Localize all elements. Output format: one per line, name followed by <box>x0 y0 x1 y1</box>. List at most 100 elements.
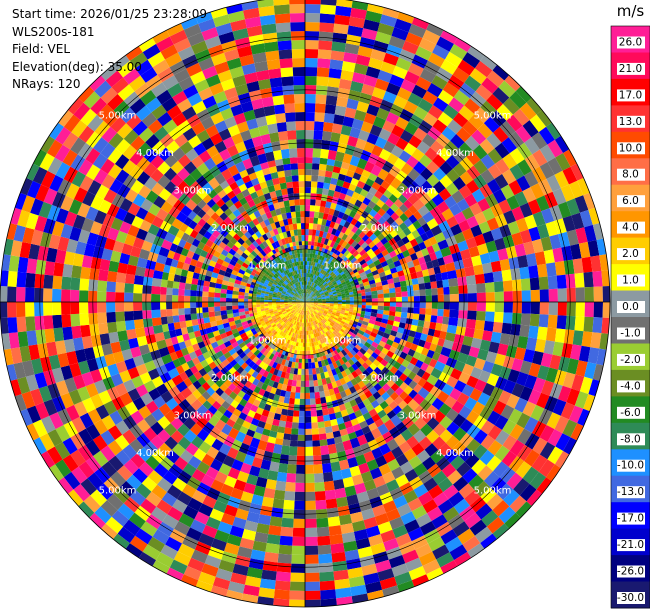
gate-cell-1873 <box>516 412 531 429</box>
gate-cell-2847 <box>297 434 305 441</box>
gate-cell-2422 <box>354 409 363 418</box>
gate-cell-2291 <box>413 463 428 477</box>
gate-cell-1119 <box>516 217 529 233</box>
gate-cell-1750 <box>346 318 351 322</box>
gate-cell-2053 <box>432 410 446 424</box>
gate-cell-1031 <box>554 170 569 189</box>
gate-cell-2859 <box>292 536 305 546</box>
gate-cell-2878 <box>299 346 303 351</box>
gate-cell-841 <box>508 131 525 148</box>
gate-cell-3058 <box>299 314 302 319</box>
gate-cell-2312 <box>323 333 328 338</box>
gate-cell-293 <box>318 255 323 260</box>
gate-cell-1374 <box>349 299 354 302</box>
gate-cell-1981 <box>327 319 332 323</box>
gate-cell-2008 <box>452 413 466 428</box>
gate-cell-1962 <box>466 410 480 425</box>
gate-cell-775 <box>386 225 395 234</box>
gate-cell-2038 <box>359 347 367 355</box>
gate-cell-1930 <box>315 309 320 312</box>
gate-cell-2079 <box>336 332 342 337</box>
gate-cell-1511 <box>333 305 338 308</box>
gate-cell-1656 <box>347 313 353 318</box>
gate-cell-2902 <box>283 499 295 510</box>
gate-cell-1090 <box>339 287 344 291</box>
gate-cell-1922 <box>524 433 540 450</box>
gate-cell-1537 <box>483 320 494 332</box>
gate-cell-869 <box>393 234 402 243</box>
gate-cell-1100 <box>384 269 392 276</box>
gate-cell-977 <box>492 189 507 204</box>
gate-cell-1860 <box>420 362 429 372</box>
gate-cell-883 <box>480 169 495 184</box>
gate-cell-2857 <box>293 518 305 528</box>
gate-cell-2680 <box>305 306 307 311</box>
gate-cell-1093 <box>350 283 356 287</box>
gate-cell-808 <box>333 276 339 281</box>
gate-cell-1401 <box>530 289 540 302</box>
gate-cell-965 <box>409 238 419 248</box>
gate-cell-986 <box>563 149 577 167</box>
gate-cell-2829 <box>302 338 305 343</box>
gate-cell-1676 <box>460 344 472 356</box>
gate-cell-935 <box>524 154 540 171</box>
gate-cell-2464 <box>337 385 345 393</box>
gate-cell-1737 <box>574 391 589 409</box>
gate-cell-469 <box>440 30 458 44</box>
gate-cell-2906 <box>279 535 293 546</box>
gate-cell-2013 <box>487 440 503 456</box>
gate-cell-2195 <box>418 436 433 450</box>
gate-cell-270 <box>356 101 370 113</box>
gate-cell-3078 <box>269 405 277 414</box>
gate-cell-1356 <box>547 275 558 290</box>
gate-cell-2454 <box>319 339 324 344</box>
gate-cell-4314 <box>79 278 90 291</box>
gate-cell-630 <box>358 231 366 239</box>
gate-cell-285 <box>309 285 312 290</box>
gate-cell-1425 <box>365 302 372 306</box>
gate-cell-861 <box>354 262 362 269</box>
gate-cell-2218 <box>326 330 331 336</box>
gate-cell-1276 <box>333 296 338 299</box>
gate-cell-2573 <box>356 491 370 503</box>
gate-cell-416 <box>404 70 420 85</box>
gate-cell-1348 <box>476 283 486 293</box>
gate-cell-2072 <box>317 313 321 317</box>
gate-cell-2000 <box>403 376 413 386</box>
gate-cell-2415 <box>337 372 344 380</box>
gate-cell-1151 <box>408 266 417 274</box>
gate-cell-1755 <box>366 326 374 332</box>
gate-cell-1749 <box>342 316 347 321</box>
gate-cell-2234 <box>376 396 385 405</box>
gate-cell-1549 <box>590 332 602 349</box>
gate-cell-4289 <box>252 296 257 300</box>
gate-cell-1454 <box>584 302 594 318</box>
gate-cell-938 <box>547 139 564 158</box>
gate-cell-2334 <box>386 438 399 451</box>
gate-cell-480 <box>325 263 330 268</box>
gate-cell-2301 <box>462 535 481 552</box>
gate-cell-1321 <box>325 299 330 301</box>
gate-cell-671 <box>340 259 346 265</box>
gate-cell-353 <box>346 189 355 197</box>
gate-cell-2241 <box>406 435 419 449</box>
gate-cell-2192 <box>401 416 415 429</box>
gate-cell-1515 <box>349 306 354 310</box>
gate-cell-1718 <box>423 341 432 350</box>
gate-cell-228 <box>355 54 371 67</box>
gate-cell-2491 <box>305 302 307 307</box>
gate-cell-1314 <box>590 255 602 272</box>
gate-cell-815 <box>357 256 365 263</box>
gate-cell-85 <box>316 67 330 78</box>
gate-cell-1465 <box>337 303 342 306</box>
gate-cell-187 <box>351 0 369 11</box>
gate-cell-1919 <box>502 419 517 435</box>
gate-cell-2767 <box>318 553 333 564</box>
gate-cell-2646 <box>313 357 318 363</box>
gate-cell-508 <box>418 98 433 113</box>
gate-cell-742 <box>458 142 473 157</box>
gate-cell-475 <box>315 280 319 285</box>
gate-cell-1925 <box>547 446 564 465</box>
gate-cell-2827 <box>303 331 305 335</box>
gate-cell-1293 <box>418 283 426 290</box>
